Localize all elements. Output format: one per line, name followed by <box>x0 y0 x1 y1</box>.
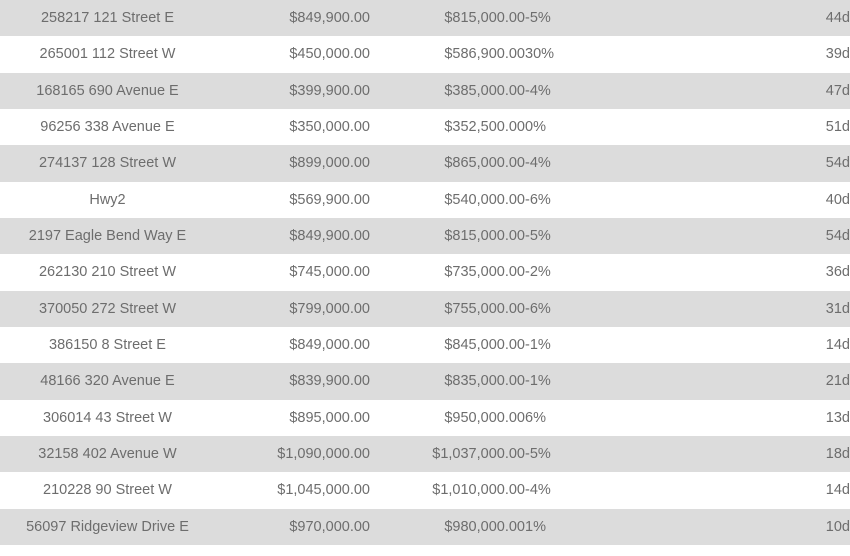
cell-change-pct: -4% <box>525 482 551 499</box>
cell-change-pct: -4% <box>525 82 551 99</box>
cell-address: 32158 402 Avenue W <box>38 445 177 462</box>
table-row[interactable]: 96256 338 Avenue E $350,000.00 $352,500.00… <box>0 108 850 146</box>
cell-sale-price: $980,000.00 <box>444 518 525 535</box>
cell-sale-price: $1,037,000.00 <box>432 445 525 462</box>
cell-address: Hwy2 <box>89 191 126 208</box>
cell-address: 258217 121 Street E <box>40 10 175 26</box>
cell-list-price: $970,000.00 <box>289 518 370 535</box>
cell-address: 168165 690 Avenue E <box>36 82 179 99</box>
cell-address: 210228 90 Street W <box>43 482 172 499</box>
cell-change-pct: -1% <box>525 373 551 390</box>
table-row[interactable]: 48166 320 Avenue E $839,900.00 $835,000.00… <box>0 363 850 400</box>
cell-sale-price: $1,010,000.00 <box>432 482 525 499</box>
cell-change-pct: 0% <box>525 118 546 135</box>
cell-list-price: $1,045,000.00 <box>277 482 370 499</box>
cell-list-price: $799,000.00 <box>289 300 370 317</box>
table-row[interactable]: 210228 90 Street W $1,045,000.00 $1,010,00… <box>0 472 850 509</box>
cell-change-pct: 1% <box>525 518 546 535</box>
cell-list-price: $350,000.00 <box>289 118 370 135</box>
cell-sale-price: $815,000.00 <box>444 10 525 26</box>
cell-days: 54d <box>825 227 850 244</box>
cell-list-price: $899,000.00 <box>289 155 370 172</box>
cell-days: 54d <box>825 155 850 172</box>
cell-address: 48166 320 Avenue E <box>40 373 175 390</box>
table-bottom-spacer <box>0 544 850 556</box>
cell-address: 265001 112 Street W <box>39 46 176 63</box>
cell-days: 36d <box>825 264 850 281</box>
table-row[interactable]: 32158 402 Avenue W $1,090,000.00 $1,037,00… <box>0 435 850 473</box>
cell-address: 262130 210 Street W <box>38 264 177 281</box>
cell-list-price: $569,900.00 <box>289 191 370 208</box>
cell-change-pct: 6% <box>525 409 546 426</box>
cell-change-pct: 30% <box>525 46 555 63</box>
cell-address: 370050 272 Street W <box>38 300 177 317</box>
cell-days: 10d <box>825 518 850 535</box>
table-row[interactable]: 2197 Eagle Bend Way E $849,900.00 $815,000… <box>0 217 850 255</box>
cell-list-price: $849,000.00 <box>289 336 370 353</box>
table-row[interactable]: 258217 121 Street E $849,900.00 $815,000.0… <box>0 0 850 37</box>
table-row[interactable]: 168165 690 Avenue E $399,900.00 $385,000.0… <box>0 72 850 109</box>
cell-days: 21d <box>825 373 850 390</box>
cell-address: 56097 Ridgeview Drive E <box>26 518 189 535</box>
table-row[interactable]: Hwy2 $569,900.00 $540,000.00 -6% 40d <box>0 181 850 218</box>
cell-sale-price: $586,900.00 <box>444 46 525 63</box>
cell-sale-price: $815,000.00 <box>444 227 525 244</box>
cell-list-price: $450,000.00 <box>289 46 370 63</box>
cell-sale-price: $735,000.00 <box>444 264 525 281</box>
cell-address: 386150 8 Street E <box>49 336 166 353</box>
cell-list-price: $895,000.00 <box>289 409 370 426</box>
cell-days: 47d <box>825 82 850 99</box>
table-row[interactable]: 265001 112 Street W $450,000.00 $586,900.0… <box>0 36 850 73</box>
cell-list-price: $849,900.00 <box>289 10 370 26</box>
cell-sale-price: $865,000.00 <box>444 155 525 172</box>
cell-change-pct: -6% <box>525 191 551 208</box>
table-row[interactable]: 370050 272 Street W $799,000.00 $755,000.0… <box>0 290 850 327</box>
cell-sale-price: $352,500.00 <box>444 118 525 135</box>
cell-days: 14d <box>825 336 850 353</box>
cell-change-pct: -4% <box>525 155 551 172</box>
cell-days: 39d <box>825 46 850 63</box>
table-row[interactable]: 56097 Ridgeview Drive E $970,000.00 $980,0… <box>0 508 850 545</box>
cell-list-price: $745,000.00 <box>289 264 370 281</box>
cell-days: 14d <box>825 482 850 499</box>
cell-sale-price: $950,000.00 <box>444 409 525 426</box>
table-row[interactable]: 262130 210 Street W $745,000.00 $735,000.0… <box>0 254 850 291</box>
cell-sale-price: $540,000.00 <box>444 191 525 208</box>
cell-sale-price: $835,000.00 <box>444 373 525 390</box>
cell-change-pct: -5% <box>525 10 551 26</box>
cell-change-pct: -5% <box>525 227 551 244</box>
table-row[interactable]: 274137 128 Street W $899,000.00 $865,000.0… <box>0 145 850 182</box>
cell-list-price: $849,900.00 <box>289 227 370 244</box>
cell-list-price: $839,900.00 <box>289 373 370 390</box>
cell-days: 40d <box>825 191 850 208</box>
cell-change-pct: -5% <box>525 445 551 462</box>
cell-days: 51d <box>825 118 850 135</box>
cell-sale-price: $845,000.00 <box>444 336 525 353</box>
cell-list-price: $1,090,000.00 <box>277 445 370 462</box>
cell-days: 13d <box>825 409 850 426</box>
cell-change-pct: -1% <box>525 336 551 353</box>
cell-days: 44d <box>825 10 850 26</box>
cell-change-pct: -6% <box>525 300 551 317</box>
cell-sale-price: $755,000.00 <box>444 300 525 317</box>
cell-days: 31d <box>825 300 850 317</box>
cell-days: 18d <box>825 445 850 462</box>
table-row[interactable]: 386150 8 Street E $849,000.00 $845,000.00-… <box>0 326 850 364</box>
cell-list-price: $399,900.00 <box>289 82 370 99</box>
cell-sale-price: $385,000.00 <box>444 82 525 99</box>
cell-change-pct: -2% <box>525 264 551 281</box>
cell-address: 306014 43 Street W <box>43 409 172 426</box>
cell-address: 96256 338 Avenue E <box>40 118 175 135</box>
cell-address: 2197 Eagle Bend Way E <box>28 227 187 244</box>
table-row[interactable]: 306014 43 Street W $895,000.00 $950,000.00… <box>0 399 850 436</box>
cell-address: 274137 128 Street W <box>38 155 177 172</box>
